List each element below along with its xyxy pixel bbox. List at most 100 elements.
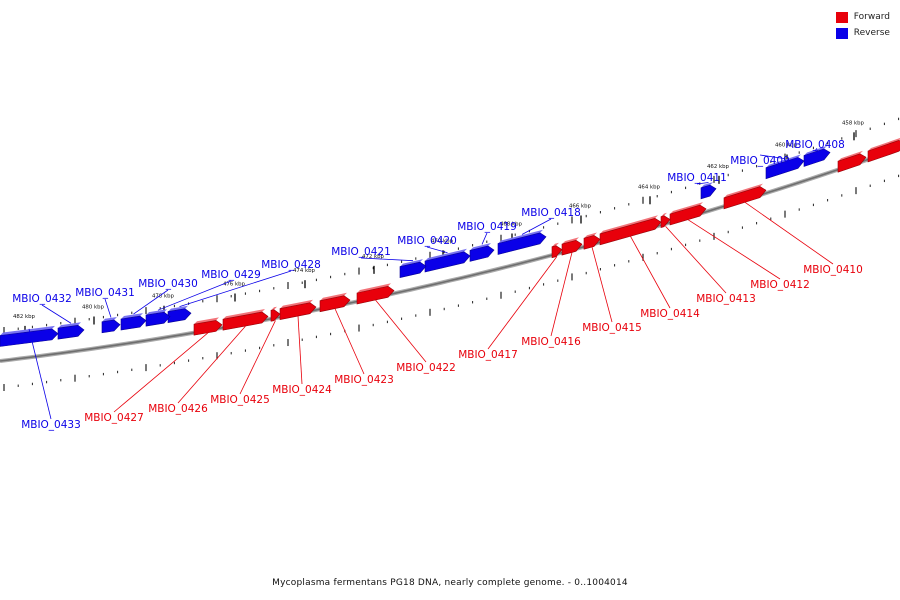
leader-mbio-0423 xyxy=(334,308,365,375)
gene-mbio-0423-top xyxy=(320,292,347,301)
gene-mbio-0433-body xyxy=(0,328,59,347)
gene-mbio-0422[interactable] xyxy=(356,283,395,305)
gene-mbio-0426[interactable] xyxy=(222,309,269,331)
gene-mbio-0418[interactable] xyxy=(497,229,547,255)
gene-mbio-0429[interactable] xyxy=(145,309,171,327)
gene-mbio-0414[interactable] xyxy=(599,215,662,246)
gene-label-mbio-0431[interactable]: MBIO_0431 xyxy=(75,287,135,299)
gene-mbio-0413[interactable] xyxy=(660,212,671,229)
gene-mbio-0427-top xyxy=(194,317,219,325)
gene-mbio-0417[interactable] xyxy=(551,242,563,259)
gene-mbio-0423[interactable] xyxy=(319,292,351,313)
gene-partial-0-body xyxy=(837,153,867,173)
gene-mbio-0433[interactable] xyxy=(0,325,59,347)
gene-label-mbio-0410[interactable]: MBIO_0410 xyxy=(803,264,863,276)
tick-label: 472 kbp xyxy=(362,254,385,260)
ruler-layer: 482 kbp 480 kbp 478 kbp 476 kbp 474 kbp 472 k… xyxy=(3,117,900,392)
gene-label-mbio-0412[interactable]: MBIO_0412 xyxy=(750,279,810,291)
gene-label-mbio-0420[interactable]: MBIO_0420 xyxy=(397,235,457,247)
gene-mbio-0433-top xyxy=(0,325,55,336)
gene-label-mbio-0418[interactable]: MBIO_0418 xyxy=(521,207,581,219)
gene-mbio-0421-body xyxy=(399,261,427,278)
gene-mbio-0410[interactable] xyxy=(723,183,767,210)
gene-label-mbio-0423[interactable]: MBIO_0423 xyxy=(334,374,394,386)
gene-label-mbio-0425[interactable]: MBIO_0425 xyxy=(210,394,270,406)
legend: Forward Reverse xyxy=(835,9,890,41)
gene-labels-layer: MBIO_0408 MBIO_0409 MBIO_0410 MBIO_0411 MBIO… xyxy=(12,139,863,431)
gene-mbio-0420-top xyxy=(425,248,467,261)
gene-mbio-0416[interactable] xyxy=(561,237,583,256)
gene-label-mbio-0428[interactable]: MBIO_0428 xyxy=(261,259,321,271)
gene-mbio-0423-body xyxy=(319,295,351,313)
gene-label-mbio-0426[interactable]: MBIO_0426 xyxy=(148,403,208,415)
gene-label-mbio-0429[interactable]: MBIO_0429 xyxy=(201,269,261,281)
gene-mbio-0416-top xyxy=(562,237,579,245)
gene-partial-0[interactable] xyxy=(837,150,867,173)
gene-mbio-0408-body xyxy=(803,148,831,167)
leader-mbio-0409 xyxy=(759,154,786,160)
gene-mbio-0431[interactable] xyxy=(101,317,121,334)
leader-mbio-0422 xyxy=(375,299,427,363)
gene-label-mbio-0421[interactable]: MBIO_0421 xyxy=(331,246,391,258)
leader-mbio-0427 xyxy=(113,332,209,413)
gene-mbio-0428-body xyxy=(167,308,192,323)
gene-label-mbio-0409[interactable]: MBIO_0409 xyxy=(730,155,790,167)
reverse-swatch xyxy=(835,27,848,39)
gene-mbio-0429-body xyxy=(145,311,171,327)
leader-mbio-0417 xyxy=(487,256,558,350)
gene-label-mbio-0411[interactable]: MBIO_0411 xyxy=(667,172,727,184)
tick-label: 470 kbp xyxy=(431,238,454,244)
gene-mbio-0416-body xyxy=(561,239,583,256)
gene-partial-1-body xyxy=(867,139,900,163)
gene-mbio-0427[interactable] xyxy=(193,317,223,336)
gene-mbio-0411[interactable] xyxy=(700,182,717,200)
tick-label: 466 kbp xyxy=(569,203,592,209)
gene-mbio-0420[interactable] xyxy=(424,248,471,273)
gene-label-mbio-0408[interactable]: MBIO_0408 xyxy=(785,139,845,151)
gene-mbio-0432[interactable] xyxy=(57,322,85,340)
gene-label-mbio-0417[interactable]: MBIO_0417 xyxy=(458,349,518,361)
gene-label-mbio-0419[interactable]: MBIO_0419 xyxy=(457,221,517,233)
legend-item-forward: Forward xyxy=(835,9,890,25)
gene-mbio-0424-body xyxy=(279,302,317,320)
gene-mbio-0422-body xyxy=(356,285,395,305)
leader-mbio-0420 xyxy=(426,246,448,254)
gene-label-mbio-0430[interactable]: MBIO_0430 xyxy=(138,278,198,290)
gene-mbio-0424[interactable] xyxy=(279,299,317,320)
gene-label-mbio-0424[interactable]: MBIO_0424 xyxy=(272,384,332,396)
gene-mbio-0429-top xyxy=(146,309,167,316)
leader-mbio-0418 xyxy=(521,218,552,235)
leader-mbio-0432 xyxy=(41,304,72,324)
leader-mbio-0433 xyxy=(28,328,52,420)
gene-label-mbio-0422[interactable]: MBIO_0422 xyxy=(396,362,456,374)
gene-label-mbio-0432[interactable]: MBIO_0432 xyxy=(12,293,72,305)
tick-label: 482 kbp xyxy=(13,314,36,320)
gene-mbio-0415-top xyxy=(584,232,597,239)
gene-label-mbio-0413[interactable]: MBIO_0413 xyxy=(696,293,756,305)
gene-partial-1[interactable] xyxy=(867,137,900,163)
gene-label-mbio-0433[interactable]: MBIO_0433 xyxy=(21,419,81,431)
gene-mbio-0412-body xyxy=(669,204,707,226)
gene-label-mbio-0427[interactable]: MBIO_0427 xyxy=(84,412,144,424)
map-caption: Mycoplasma fermentans PG18 DNA, nearly c… xyxy=(272,578,628,588)
gene-mbio-0421[interactable] xyxy=(399,259,427,278)
legend-label-forward: Forward xyxy=(853,12,890,22)
gene-mbio-0412[interactable] xyxy=(669,202,707,226)
gene-mbio-0415[interactable] xyxy=(583,232,601,250)
gene-mbio-0409[interactable] xyxy=(765,154,805,180)
gene-label-mbio-0414[interactable]: MBIO_0414 xyxy=(640,308,700,320)
gene-mbio-0417-body xyxy=(551,245,563,259)
legend-item-reverse: Reverse xyxy=(835,25,890,41)
leader-mbio-0425 xyxy=(239,320,276,395)
gene-mbio-0411-body xyxy=(700,184,717,200)
gene-mbio-0425[interactable] xyxy=(270,306,281,322)
gene-label-mbio-0415[interactable]: MBIO_0415 xyxy=(582,322,642,334)
leader-mbio-0408 xyxy=(814,147,818,152)
gene-mbio-0428[interactable] xyxy=(167,305,192,323)
gene-label-mbio-0416[interactable]: MBIO_0416 xyxy=(521,336,581,348)
gene-mbio-0419[interactable] xyxy=(469,243,495,262)
gene-mbio-0432-body xyxy=(57,324,85,340)
gene-mbio-0430[interactable] xyxy=(120,313,147,331)
leader-mbio-0431 xyxy=(104,298,112,318)
